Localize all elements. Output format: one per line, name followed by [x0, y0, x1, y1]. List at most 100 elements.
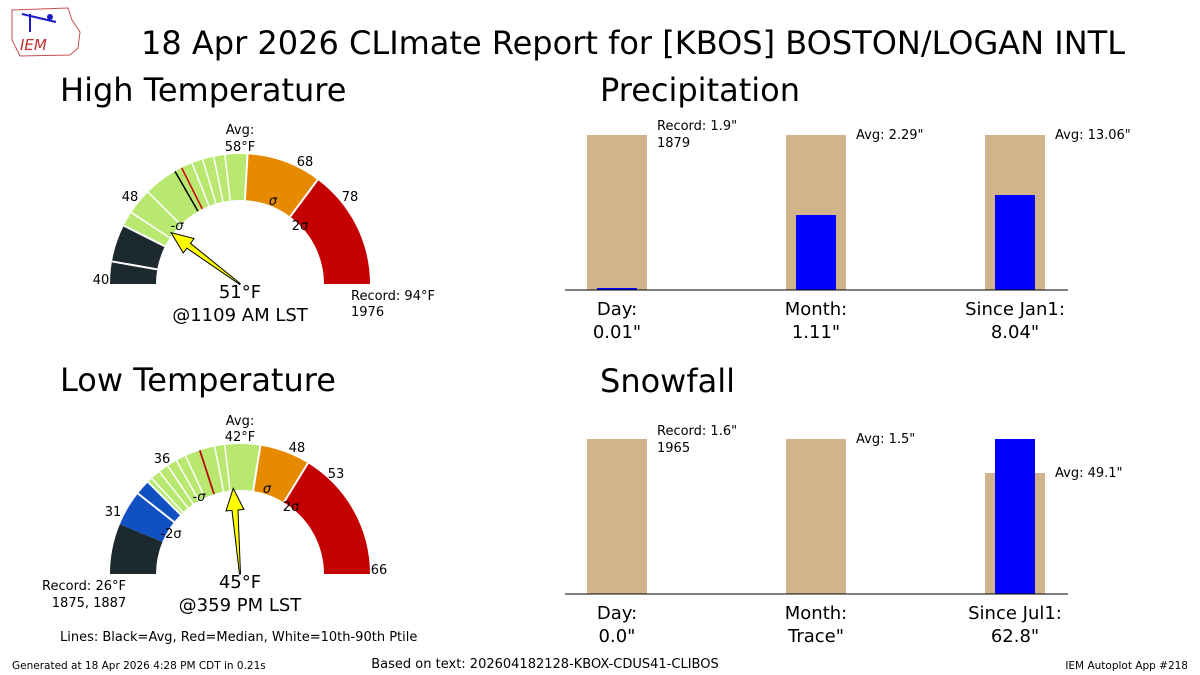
precip-obs-bar-month — [796, 215, 836, 290]
high-temp-avg-value: 58°F — [225, 140, 256, 155]
high-temp-sigma-divider-2 — [289, 179, 319, 218]
app-id: IEM Autoplot App #218 — [1065, 660, 1188, 672]
low-temp-sigma-minus2: -2σ — [160, 527, 181, 542]
low-temp-band-normal — [148, 444, 261, 515]
high-temp-percentile-line-5 — [224, 154, 231, 201]
low-temp-sigma-divider-0 — [147, 481, 182, 516]
low-temp-sigma-plus1: σ — [263, 482, 272, 497]
low-temp-tick-48: 48 — [289, 441, 306, 456]
low-temp-tick-66: 66 — [371, 563, 388, 578]
high-temp-tick-40: 40 — [93, 273, 110, 288]
snow-obs-bar-since-jul1 — [995, 439, 1035, 594]
high-temp-band-normal — [123, 154, 248, 247]
high-temp-needle — [169, 231, 241, 286]
precip-cat-day-value: 0.01" — [593, 322, 641, 343]
precip-avg-bar-day — [587, 135, 647, 290]
low-temp-percentile-line-2 — [167, 465, 194, 505]
high-temp-tick-68: 68 — [297, 155, 314, 170]
low-temp-sigma-minus1: -σ — [193, 490, 207, 505]
precip-cat-month-label: Month: — [785, 299, 847, 320]
low-temp-sigma-divider-low — [137, 492, 175, 523]
low-temp-sigma-plus2: 2σ — [283, 500, 300, 515]
low-temp-tick-31: 31 — [105, 505, 122, 520]
low-temp-band-minus-sigma — [119, 482, 181, 542]
low-temp-record: Record: 26°F — [42, 579, 126, 594]
high-temp-percentile-line-4 — [212, 156, 224, 202]
precip-record-annotation: Record: 1.9" — [657, 119, 737, 134]
snow-season-avg-annotation: Avg: 49.1" — [1055, 466, 1123, 481]
low-temp-tick-53: 53 — [328, 467, 345, 482]
high-temp-sigma-plus1: σ — [269, 194, 278, 209]
snow-avg-bar-day — [587, 439, 647, 594]
low-temp-percentile-line-5 — [213, 446, 225, 492]
snow-cat-day-label: Day: — [597, 603, 637, 624]
snow-cat-month-label: Month: — [785, 603, 847, 624]
high-temp-tick-48: 48 — [122, 190, 139, 205]
precip-cat-day-label: Day: — [597, 299, 637, 320]
high-temp-avg-label: Avg: — [226, 123, 254, 138]
snow-cat-month-value: Trace" — [787, 626, 844, 647]
high-temp-percentile-line-2 — [191, 162, 210, 207]
low-temp-percentile-line-3 — [175, 460, 200, 502]
low-temp-band-above-2sigma — [283, 463, 370, 574]
generated-timestamp: Generated at 18 Apr 2026 4:28 PM CDT in … — [12, 660, 266, 672]
high-temp-observed-time: @1109 AM LST — [172, 305, 309, 326]
low-temp-title: Low Temperature — [60, 361, 336, 399]
high-temp-avg-line — [174, 171, 199, 212]
logo-text: IEM — [20, 36, 47, 54]
high-temp-sigma-minus1: -σ — [171, 219, 185, 234]
low-temp-sigma-divider-2 — [283, 462, 309, 503]
high-temp-percentile-line-3 — [201, 159, 217, 204]
low-temp-percentile-line-1 — [158, 471, 189, 509]
low-temp-sigma-divider-1 — [252, 445, 262, 492]
source-text-id: Based on text: 202604182128-KBOX-CDUS41-… — [371, 657, 718, 672]
page-title: 18 Apr 2026 CLImate Report for [KBOS] BO… — [141, 24, 1125, 62]
low-temp-percentile-line-0 — [151, 478, 184, 513]
low-temp-avg-label: Avg: — [226, 414, 254, 429]
high-temp-gauge — [110, 154, 370, 286]
high-temp-percentile-line-0 — [130, 211, 171, 239]
low-temp-percentile-line-4 — [184, 455, 206, 499]
snow-title: Snowfall — [600, 362, 735, 400]
low-temp-tick-36: 36 — [154, 452, 171, 467]
precip-title: Precipitation — [600, 71, 800, 109]
snow-record-annotation: Record: 1.6" — [657, 424, 737, 439]
high-temp-title: High Temperature — [60, 71, 346, 109]
high-temp-band-above-2sigma — [290, 179, 370, 284]
snow-cat-jul1-value: 62.8" — [991, 626, 1039, 647]
snow-avg-bar-month — [786, 439, 846, 594]
snow-cat-day-value: 0.0" — [599, 626, 636, 647]
snow-cat-jul1-label: Since Jul1: — [968, 603, 1062, 624]
low-temp-needle — [225, 486, 245, 575]
lines-legend: Lines: Black=Avg, Red=Median, White=10th… — [60, 630, 417, 645]
high-temp-median-line — [180, 167, 203, 210]
high-temp-sigma-divider-1 — [243, 154, 249, 201]
low-temp-avg-value: 42°F — [225, 430, 256, 445]
high-temp-sigma-divider-low — [111, 260, 158, 271]
low-temp-record-year: 1875, 1887 — [52, 596, 126, 611]
precip-cat-jan1-value: 8.04" — [991, 322, 1039, 343]
precip-obs-bar-since-jan1 — [995, 195, 1035, 290]
precip-month-avg-annotation: Avg: 2.29" — [856, 128, 924, 143]
high-temp-record: Record: 94°F — [351, 289, 435, 304]
snow-month-avg-annotation: Avg: 1.5" — [856, 432, 915, 447]
low-temp-band-below-2sigma — [110, 524, 163, 574]
precip-cat-month-value: 1.11" — [792, 322, 840, 343]
high-temp-band-plus-sigma — [244, 154, 318, 217]
precip-cat-jan1-label: Since Jan1: — [965, 299, 1065, 320]
low-temp-observed-value: 45°F — [219, 572, 261, 593]
high-temp-tick-78: 78 — [342, 190, 359, 205]
precip-ytd-avg-annotation: Avg: 13.06" — [1055, 128, 1131, 143]
low-temp-gauge — [110, 444, 370, 575]
high-temp-sigma-plus2: 2σ — [292, 219, 309, 234]
snow-record-year: 1965 — [657, 441, 690, 456]
low-temp-percentile-line-6 — [223, 444, 231, 491]
low-temp-band-plus-sigma — [253, 445, 308, 503]
low-temp-observed-time: @359 PM LST — [179, 595, 303, 616]
high-temp-sigma-divider-0 — [123, 224, 166, 248]
precip-record-year: 1879 — [657, 136, 690, 151]
high-temp-record-year: 1976 — [351, 305, 384, 320]
high-temp-observed-value: 51°F — [219, 282, 261, 303]
iem-logo: IEM — [11, 7, 81, 57]
